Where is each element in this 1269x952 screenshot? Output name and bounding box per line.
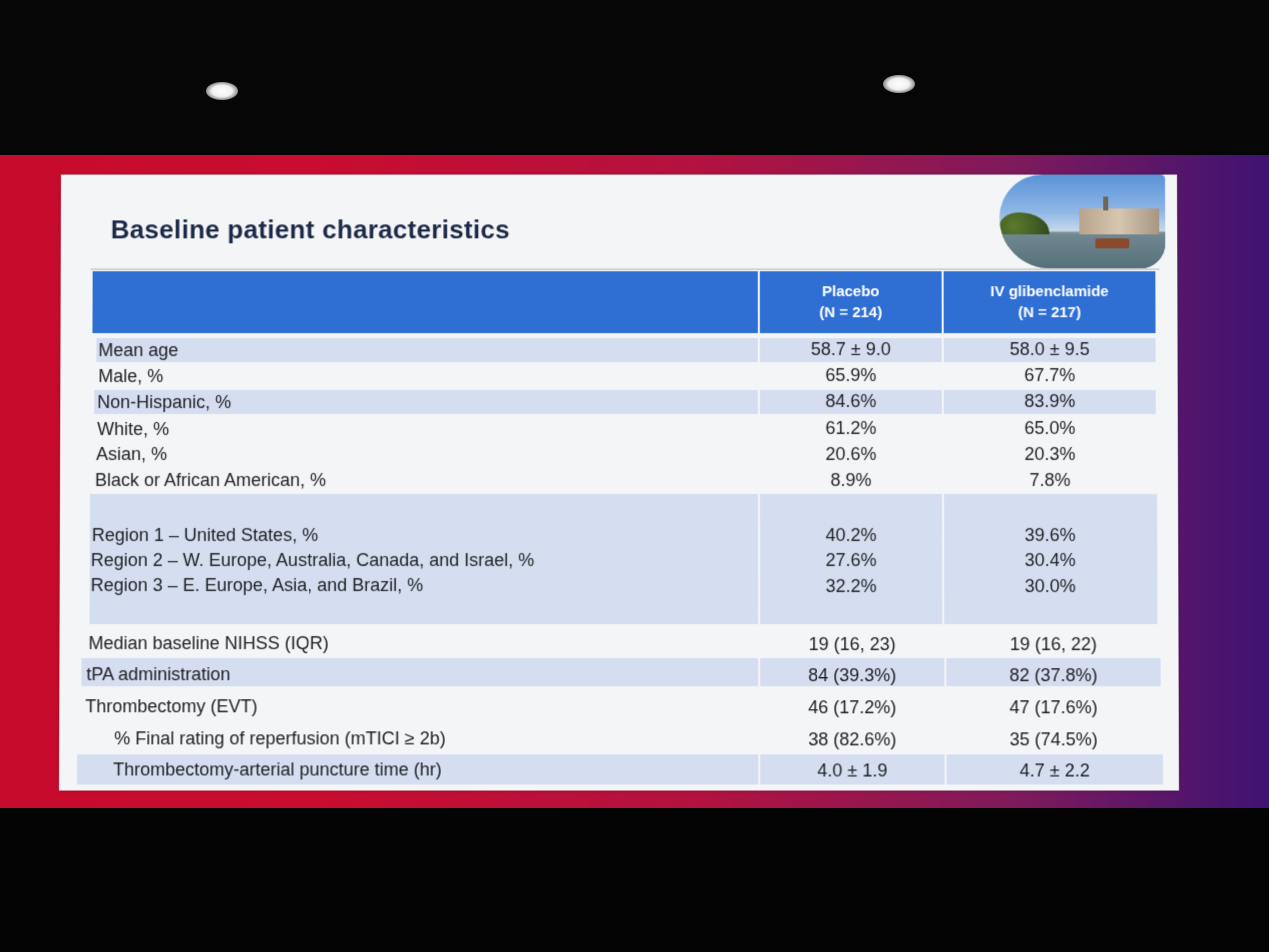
row-value-placebo: 46 (17.2%) — [808, 697, 897, 718]
row-label: White, % — [97, 419, 170, 440]
presentation-slide: Baseline patient characteristics Placebo… — [58, 174, 1180, 791]
row-label: Black or African American, % — [94, 470, 327, 490]
row-value-placebo: 27.6% — [825, 550, 877, 571]
row-value-placebo: 40.2% — [825, 525, 877, 546]
header-glib-name: IV glibenclamide — [990, 283, 1109, 301]
header-placebo: Placebo (N = 214) — [759, 271, 942, 334]
row-value-placebo: 32.2% — [825, 576, 877, 597]
header-placebo-name: Placebo — [821, 283, 880, 301]
row-value-glib: 58.0 ± 9.5 — [1009, 339, 1090, 360]
row-value-glib: 65.0% — [1024, 418, 1076, 439]
row-value-placebo: 84.6% — [825, 391, 877, 412]
row-value-glib: 39.6% — [1024, 525, 1076, 546]
row-label: Mean age — [98, 340, 179, 361]
row-label: Non-Hispanic, % — [97, 392, 232, 413]
ceiling-light-left — [206, 82, 238, 100]
row-value-placebo: 61.2% — [825, 418, 877, 439]
row-value-glib: 47 (17.6%) — [1009, 697, 1098, 718]
row-value-placebo: 38 (82.6%) — [808, 729, 897, 750]
row-value-glib: 4.7 ± 2.2 — [1019, 760, 1090, 781]
photo-spire — [1103, 196, 1109, 211]
row-label: Median baseline NIHSS (IQR) — [88, 633, 329, 654]
row-value-glib: 67.7% — [1024, 365, 1076, 386]
ceiling — [0, 0, 1269, 156]
row-label: Asian, % — [96, 444, 168, 465]
row-label: Male, % — [98, 366, 164, 387]
header-placebo-n: (N = 214) — [819, 304, 883, 322]
row-value-glib: 83.9% — [1024, 391, 1076, 412]
row-label: Thrombectomy (EVT) — [85, 696, 258, 717]
row-label: Region 1 – United States, % — [91, 525, 319, 546]
row-value-glib: 30.0% — [1024, 576, 1076, 597]
city-river-photo — [999, 174, 1166, 269]
row-label: Region 3 – E. Europe, Asia, and Brazil, … — [90, 575, 424, 596]
row-value-placebo: 84 (39.3%) — [808, 665, 897, 686]
row-value-placebo: 19 (16, 23) — [808, 634, 896, 655]
row-value-glib: 82 (37.8%) — [1009, 665, 1098, 686]
row-value-placebo: 4.0 ± 1.9 — [817, 760, 888, 781]
row-label: % Final rating of reperfusion (mTICI ≥ 2… — [114, 728, 446, 749]
table-header-label-cell — [92, 271, 758, 334]
header-glib-n: (N = 217) — [1018, 304, 1082, 322]
row-label: tPA administration — [86, 664, 231, 685]
row-label: Region 2 – W. Europe, Australia, Canada,… — [90, 550, 535, 571]
header-glibenclamide: IV glibenclamide (N = 217) — [943, 271, 1156, 334]
ceiling-light-right — [883, 75, 915, 93]
photo-river — [999, 234, 1166, 269]
row-label: Thrombectomy-arterial puncture time (hr) — [113, 759, 442, 780]
photo-buildings — [1079, 208, 1160, 235]
slide-title: Baseline patient characteristics — [110, 214, 510, 245]
row-value-placebo: 8.9% — [830, 470, 872, 490]
dark-foreground — [0, 808, 1269, 952]
title-divider — [90, 268, 1160, 271]
band-mean-age — [96, 338, 758, 363]
row-value-placebo: 65.9% — [825, 365, 877, 386]
row-value-glib: 35 (74.5%) — [1009, 729, 1098, 750]
row-value-glib: 7.8% — [1029, 470, 1071, 490]
row-value-glib: 30.4% — [1024, 550, 1076, 571]
row-value-placebo: 20.6% — [825, 444, 877, 465]
row-value-glib: 20.3% — [1024, 444, 1076, 465]
row-value-placebo: 58.7 ± 9.0 — [810, 339, 891, 360]
row-value-glib: 19 (16, 22) — [1009, 634, 1098, 655]
photo-boat — [1095, 238, 1130, 249]
